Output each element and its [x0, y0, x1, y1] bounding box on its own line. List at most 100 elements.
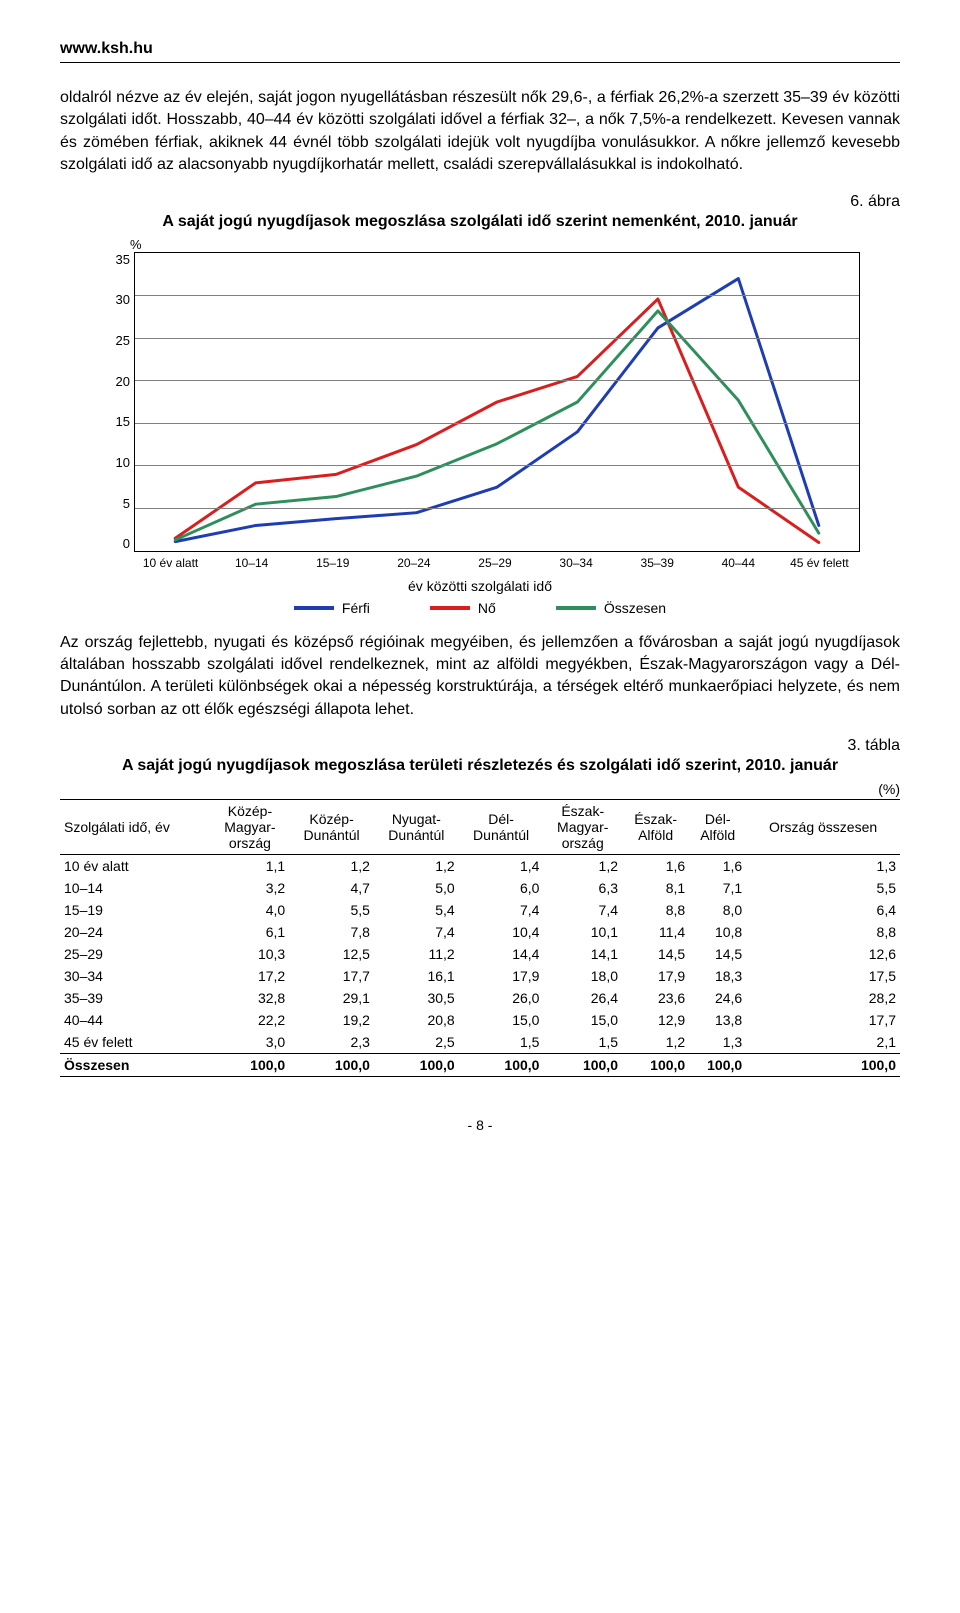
table-header-cell: Nyugat-Dunántúl — [374, 800, 459, 855]
table-cell: 12,6 — [746, 943, 900, 965]
table-cell: 24,6 — [689, 987, 746, 1009]
table-cell: 1,3 — [746, 855, 900, 878]
table-cell: 1,6 — [689, 855, 746, 878]
table-cell: 20,8 — [374, 1009, 459, 1031]
page-header-url: www.ksh.hu — [60, 40, 900, 63]
legend-swatch — [430, 606, 470, 610]
table-cell: 15,0 — [543, 1009, 622, 1031]
x-tick: 15–19 — [292, 556, 373, 570]
table-cell: 1,1 — [211, 855, 290, 878]
table-cell: 25–29 — [60, 943, 211, 965]
table-cell: 7,8 — [289, 921, 374, 943]
table-cell: 26,4 — [543, 987, 622, 1009]
table-cell: 28,2 — [746, 987, 900, 1009]
table-cell: 100,0 — [746, 1054, 900, 1077]
table-cell: 1,2 — [374, 855, 459, 878]
table-cell: 100,0 — [374, 1054, 459, 1077]
legend-item: Férfi — [294, 600, 370, 616]
table-cell: 19,2 — [289, 1009, 374, 1031]
plot-area — [134, 252, 860, 552]
table-cell: 18,0 — [543, 965, 622, 987]
x-tick: 10–14 — [211, 556, 292, 570]
table-cell: 17,5 — [746, 965, 900, 987]
figure-label: 6. ábra — [60, 193, 900, 211]
table-cell: 100,0 — [211, 1054, 290, 1077]
table-header-cell: Dél-Alföld — [689, 800, 746, 855]
table-cell: 5,5 — [746, 877, 900, 899]
legend-label: Összesen — [604, 600, 666, 616]
table-row: 10–143,24,75,06,06,38,17,15,5 — [60, 877, 900, 899]
y-tick: 0 — [123, 536, 130, 551]
table-cell: 100,0 — [543, 1054, 622, 1077]
table-label: 3. tábla — [60, 737, 900, 755]
legend-label: Nő — [478, 600, 496, 616]
table-cell: 17,2 — [211, 965, 290, 987]
table-cell: 10,4 — [459, 921, 544, 943]
table-cell: 8,1 — [622, 877, 689, 899]
table-unit: (%) — [60, 781, 900, 797]
x-tick: 30–34 — [536, 556, 617, 570]
table-cell: 100,0 — [459, 1054, 544, 1077]
table-cell: 1,4 — [459, 855, 544, 878]
y-tick: 35 — [116, 252, 130, 267]
table-cell: 18,3 — [689, 965, 746, 987]
gridline — [135, 508, 859, 509]
table-cell: 7,4 — [374, 921, 459, 943]
table-cell: 11,2 — [374, 943, 459, 965]
y-tick: 5 — [123, 496, 130, 511]
line-chart: % 35302520151050 10 év alatt10–1415–1920… — [100, 237, 860, 616]
y-tick: 15 — [116, 414, 130, 429]
table-cell: 22,2 — [211, 1009, 290, 1031]
table-cell: 32,8 — [211, 987, 290, 1009]
gridline — [135, 423, 859, 424]
table-cell: 1,3 — [689, 1031, 746, 1054]
table-cell: 6,1 — [211, 921, 290, 943]
table-header-cell: Észak-Magyar-ország — [543, 800, 622, 855]
table-cell: 12,5 — [289, 943, 374, 965]
table-row: 45 év felett3,02,32,51,51,51,21,32,1 — [60, 1031, 900, 1054]
series-line — [175, 299, 819, 543]
table-cell: 4,0 — [211, 899, 290, 921]
table-cell: 8,8 — [746, 921, 900, 943]
table-cell: 40–44 — [60, 1009, 211, 1031]
chart-legend: Férfi Nő Összesen — [100, 600, 860, 616]
table-cell: 7,4 — [459, 899, 544, 921]
table-cell: 26,0 — [459, 987, 544, 1009]
gridline — [135, 380, 859, 381]
table-cell: 3,2 — [211, 877, 290, 899]
gridline — [135, 338, 859, 339]
table-header-cell: Észak-Alföld — [622, 800, 689, 855]
table-cell: 100,0 — [689, 1054, 746, 1077]
table-row: 25–2910,312,511,214,414,114,514,512,6 — [60, 943, 900, 965]
table-cell: 2,5 — [374, 1031, 459, 1054]
table-cell: 7,1 — [689, 877, 746, 899]
table-cell: 4,7 — [289, 877, 374, 899]
table-cell: 12,9 — [622, 1009, 689, 1031]
table-cell: 17,7 — [746, 1009, 900, 1031]
gridline — [135, 295, 859, 296]
y-tick: 10 — [116, 455, 130, 470]
x-tick: 25–29 — [454, 556, 535, 570]
table-cell: 11,4 — [622, 921, 689, 943]
y-axis-unit: % — [130, 237, 860, 252]
table-cell: 100,0 — [289, 1054, 374, 1077]
y-tick: 20 — [116, 374, 130, 389]
table-cell: 3,0 — [211, 1031, 290, 1054]
table-row: 30–3417,217,716,117,918,017,918,317,5 — [60, 965, 900, 987]
table-cell: 20–24 — [60, 921, 211, 943]
x-tick: 45 év felett — [779, 556, 860, 570]
table-cell: 1,2 — [622, 1031, 689, 1054]
y-tick: 25 — [116, 333, 130, 348]
legend-item: Összesen — [556, 600, 666, 616]
x-tick: 10 év alatt — [130, 556, 211, 570]
table-cell: 17,7 — [289, 965, 374, 987]
table-cell: 5,0 — [374, 877, 459, 899]
table-title: A saját jogú nyugdíjasok megoszlása terü… — [60, 757, 900, 775]
table-cell: 8,0 — [689, 899, 746, 921]
y-tick: 30 — [116, 292, 130, 307]
table-cell: 45 év felett — [60, 1031, 211, 1054]
table-cell: 6,0 — [459, 877, 544, 899]
table-cell: 17,9 — [622, 965, 689, 987]
table-cell: 17,9 — [459, 965, 544, 987]
table-cell: 8,8 — [622, 899, 689, 921]
